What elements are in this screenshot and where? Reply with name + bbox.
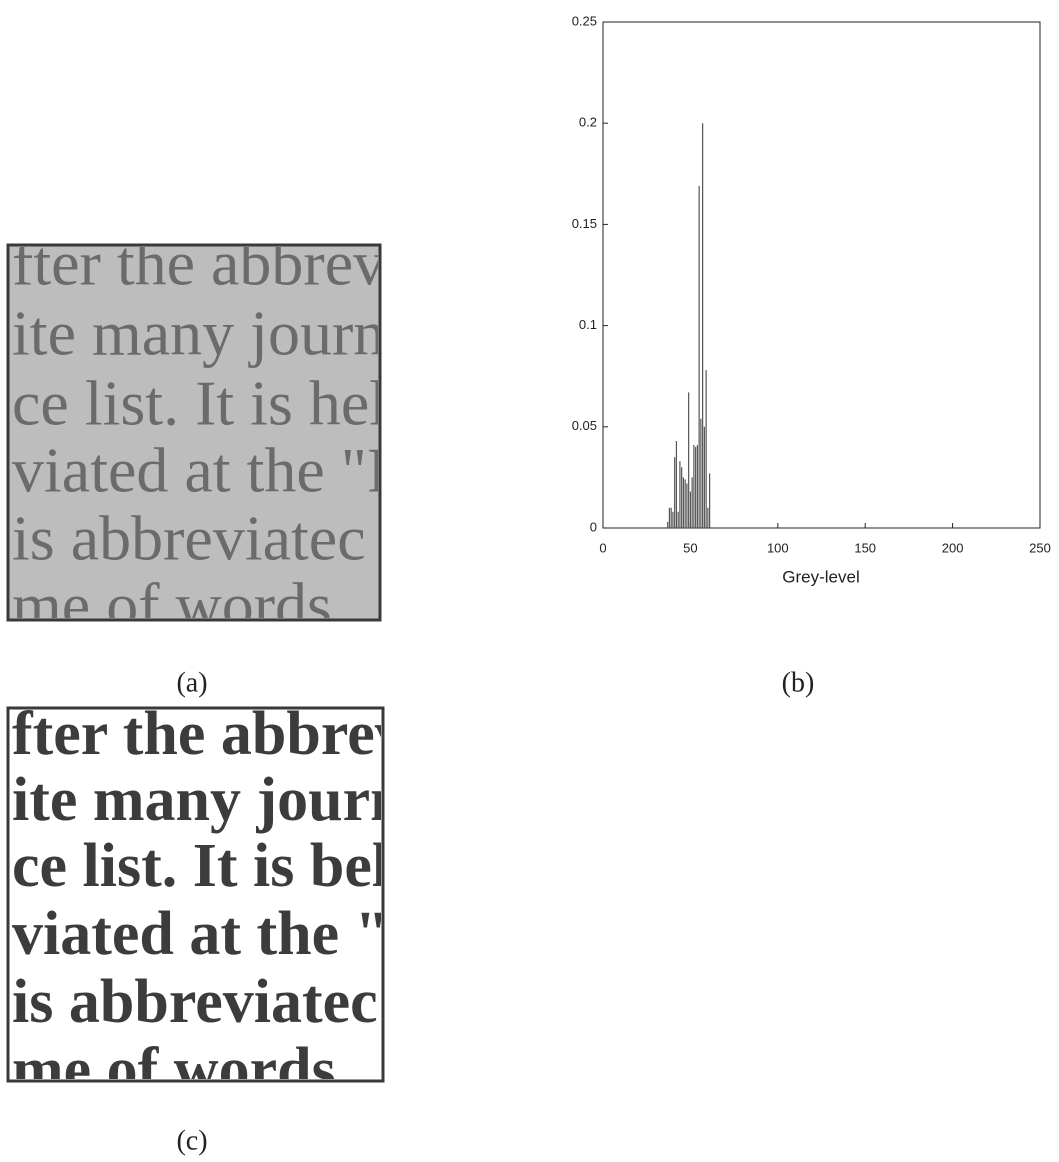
bar: [677, 511, 679, 528]
bar: [688, 392, 690, 528]
image-text-line: ite many journ: [12, 766, 405, 834]
bar: [668, 507, 671, 528]
bar: [691, 477, 693, 528]
bar: [681, 467, 683, 528]
bar: [709, 473, 711, 528]
bar: [689, 491, 691, 528]
image-text-line: ce list. It is hel: [12, 368, 387, 439]
bar: [670, 507, 672, 528]
panel-label: (a): [176, 667, 207, 698]
panel-label: (b): [782, 667, 815, 698]
y-tick-label: 0.05: [572, 418, 597, 433]
x-tick-label: 50: [683, 540, 697, 555]
bar: [707, 507, 709, 528]
bar: [675, 440, 678, 528]
image-text-line: ce list. It is bel: [12, 832, 389, 900]
bar: [700, 418, 702, 528]
image-text-line: is abbreviatec: [12, 503, 366, 574]
y-tick-label: 0.2: [579, 115, 597, 130]
image-text-line: is abbreviatec: [12, 968, 378, 1036]
bar: [674, 457, 676, 528]
bar: [698, 185, 700, 528]
x-tick-label: 0: [599, 540, 606, 555]
y-tick-label: 0: [590, 519, 597, 534]
x-tick-label: 250: [1029, 540, 1051, 555]
image-text-line: viated at the "I: [12, 435, 388, 506]
image-c: [6, 706, 385, 1083]
y-tick-label: 0.25: [572, 13, 597, 28]
bar: [672, 511, 674, 528]
x-tick-label: 150: [854, 540, 876, 555]
bar: [667, 521, 669, 528]
image-text-line: fter the abbrev: [12, 228, 385, 299]
y-tick-label: 0.15: [572, 216, 597, 231]
bar: [696, 445, 698, 528]
image-text-line: me of words: [12, 1036, 336, 1104]
image-text-line: me of words: [12, 570, 332, 641]
image-text-line: viated at the "I: [12, 900, 413, 968]
bar: [686, 483, 688, 528]
bar: [705, 370, 707, 528]
bar: [693, 445, 695, 528]
bar: [703, 426, 705, 528]
panel-label: (c): [176, 1125, 207, 1156]
image-text-line: fter the abbrev: [12, 700, 406, 768]
x-tick-label: 200: [942, 540, 964, 555]
bar: [684, 479, 686, 528]
bar: [682, 477, 685, 528]
plot-frame: [602, 21, 1041, 529]
x-axis-label: Grey-level: [782, 567, 859, 586]
image-a: [6, 243, 382, 622]
bar: [695, 447, 697, 528]
y-tick-label: 0.1: [579, 317, 597, 332]
bar: [702, 123, 704, 528]
bar: [679, 461, 681, 528]
x-tick-label: 100: [767, 540, 789, 555]
image-text-line: ite many journ: [12, 298, 385, 369]
